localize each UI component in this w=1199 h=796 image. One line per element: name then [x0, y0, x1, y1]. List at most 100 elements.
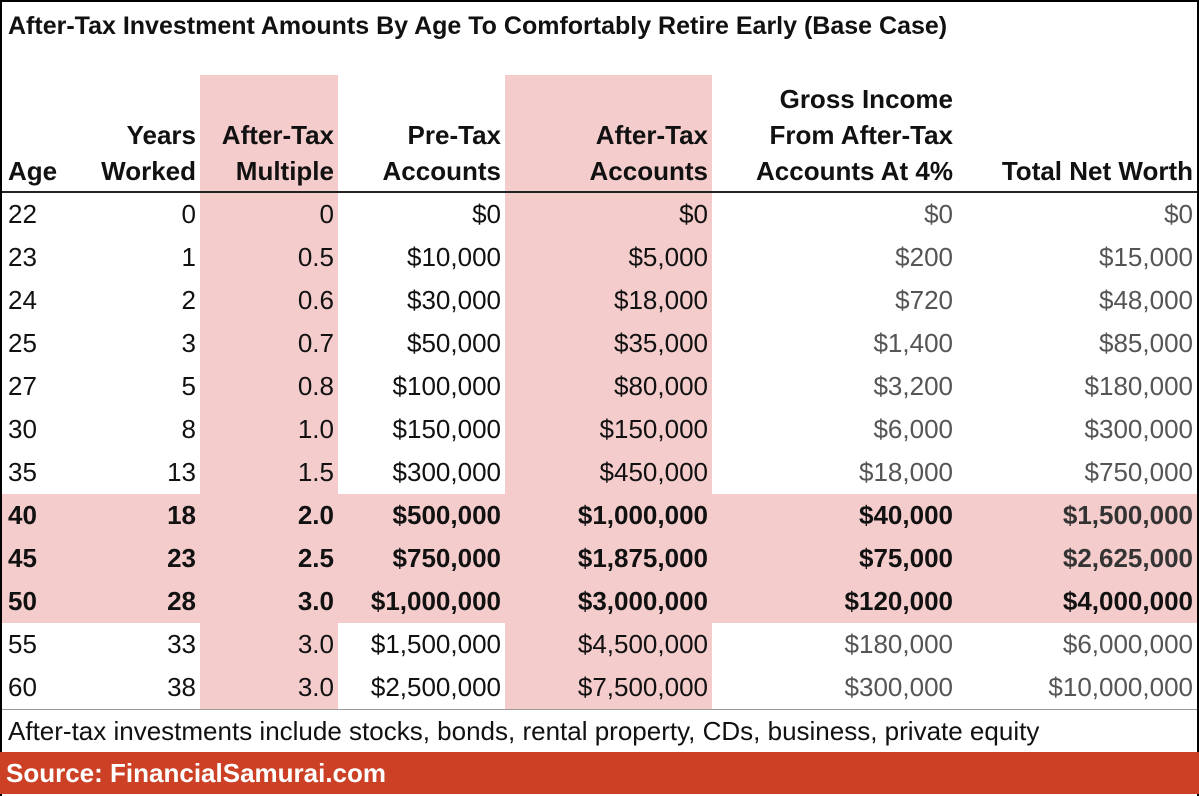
table-row: 40 18 2.0 $500,000 $1,000,000 $40,000 $1,500,0…	[2, 494, 1197, 537]
table-row: 24 2 0.6 $30,000 $18,000 $720 $48,000	[2, 279, 1197, 322]
table-cell: $0	[505, 193, 712, 236]
table-cell: $7,500,000	[505, 666, 712, 709]
table-cell: $80,000	[505, 365, 712, 408]
header-line: From After-Tax	[769, 120, 953, 150]
table-row: 45 23 2.5 $750,000 $1,875,000 $75,000 $2,625,0…	[2, 537, 1197, 580]
table-cell: $720	[895, 285, 953, 315]
header-line: Pre-Tax	[407, 120, 501, 150]
table-cell: 2.5	[200, 537, 338, 580]
source: Source: FinancialSamurai.com	[0, 752, 1199, 794]
table-cell: 0.6	[200, 279, 338, 322]
table-cell: 45	[8, 543, 37, 573]
table-cell: $750,000	[392, 543, 501, 573]
table-cell: $10,000	[407, 242, 501, 272]
table-note: After-tax investments include stocks, bo…	[2, 709, 1197, 752]
table-cell: $30,000	[407, 285, 501, 315]
table-cell: 35	[8, 457, 37, 487]
table-cell: 55	[8, 629, 37, 659]
table-cell: 0	[200, 193, 338, 236]
table-cell: $10,000,000	[1048, 672, 1193, 702]
table-cell: $6,000	[873, 414, 953, 444]
table-row: 27 5 0.8 $100,000 $80,000 $3,200 $180,000	[2, 365, 1197, 408]
table-cell: 2.0	[200, 494, 338, 537]
header-line: Accounts At 4%	[756, 156, 953, 186]
table-cell: 27	[8, 371, 37, 401]
table-cell: 3.0	[200, 623, 338, 666]
table-cell: 3	[181, 328, 196, 358]
column-header: After-Tax Multiple	[200, 50, 338, 191]
table-cell: $2,500,000	[370, 672, 501, 702]
table-cell: $0	[472, 199, 501, 229]
header-line: After-Tax	[595, 120, 708, 150]
table-cell: 13	[167, 457, 196, 487]
header-line: Total Net Worth	[1001, 156, 1193, 186]
table-cell: $40,000	[859, 500, 953, 530]
table-cell: 40	[8, 500, 37, 530]
column-header: Total Net Worth	[957, 50, 1197, 191]
table-cell: $300,000	[392, 457, 501, 487]
table-cell: 33	[167, 629, 196, 659]
table-cell: $1,000,000	[370, 586, 501, 616]
table-cell: 30	[8, 414, 37, 444]
header-line: Years	[126, 120, 196, 150]
column-header: After-Tax Accounts	[505, 50, 712, 191]
table-cell: 50	[8, 586, 37, 616]
table-cell: 0.8	[200, 365, 338, 408]
table-cell: $120,000	[844, 586, 953, 616]
header-line: Worked	[101, 156, 196, 186]
table-cell: $1,500,000	[1062, 500, 1193, 530]
table-cell: 22	[8, 199, 37, 229]
table-cell: 1	[181, 242, 196, 272]
table-cell: $75,000	[859, 543, 953, 573]
table-cell: $15,000	[1099, 242, 1193, 272]
table-row: 60 38 3.0 $2,500,000 $7,500,000 $300,000 $10,0…	[2, 666, 1197, 709]
header-line: Accounts	[382, 156, 501, 186]
table-cell: $1,500,000	[370, 629, 501, 659]
table-cell: $100,000	[392, 371, 501, 401]
header-line: Gross Income	[779, 84, 953, 114]
table-cell: $3,000,000	[505, 580, 712, 623]
table-cell: $35,000	[505, 322, 712, 365]
table-cell: $500,000	[392, 500, 501, 530]
table-cell: $180,000	[1084, 371, 1193, 401]
column-header: Years Worked	[84, 50, 200, 191]
table-cell: 28	[167, 586, 196, 616]
table-cell: $2,625,000	[1062, 543, 1193, 573]
table-cell: $1,000,000	[505, 494, 712, 537]
table-cell: $18,000	[859, 457, 953, 487]
table-cell: $50,000	[407, 328, 501, 358]
table-cell: 23	[167, 543, 196, 573]
table-row: 55 33 3.0 $1,500,000 $4,500,000 $180,000 $6,00…	[2, 623, 1197, 666]
header-line: After-Tax	[221, 120, 334, 150]
table-cell: $750,000	[1084, 457, 1193, 487]
table-cell: 18	[167, 500, 196, 530]
table-cell: $300,000	[1084, 414, 1193, 444]
table-cell: 60	[8, 672, 37, 702]
column-header: Age	[2, 50, 84, 191]
table-cell: $200	[895, 242, 953, 272]
table-row: 25 3 0.7 $50,000 $35,000 $1,400 $85,000	[2, 322, 1197, 365]
table-row: 30 8 1.0 $150,000 $150,000 $6,000 $300,000	[2, 408, 1197, 451]
table-cell: $4,500,000	[505, 623, 712, 666]
table-cell: 24	[8, 285, 37, 315]
table-cell: $3,200	[873, 371, 953, 401]
table-cell: 38	[167, 672, 196, 702]
table-cell: $1,400	[873, 328, 953, 358]
table-cell: $5,000	[505, 236, 712, 279]
table-cell: $1,875,000	[505, 537, 712, 580]
table-cell: $48,000	[1099, 285, 1193, 315]
column-header: Pre-Tax Accounts	[338, 50, 505, 191]
table-cell: $4,000,000	[1062, 586, 1193, 616]
table-cell: 0.5	[200, 236, 338, 279]
table-body: 22 0 0 $0 $0 $0 $0 23 1 0.5 $10,000 $5,000 $200 $15,0…	[2, 193, 1197, 709]
header-line: Accounts	[589, 156, 708, 186]
table-cell: $0	[1164, 199, 1193, 229]
table-title: After-Tax Investment Amounts By Age To C…	[8, 12, 948, 40]
table-row: 35 13 1.5 $300,000 $450,000 $18,000 $750,000	[2, 451, 1197, 494]
table-row: 50 28 3.0 $1,000,000 $3,000,000 $120,000 $4,00…	[2, 580, 1197, 623]
table-cell: 5	[181, 371, 196, 401]
table-cell: 3.0	[200, 666, 338, 709]
table-cell: $85,000	[1099, 328, 1193, 358]
table-cell: $450,000	[505, 451, 712, 494]
